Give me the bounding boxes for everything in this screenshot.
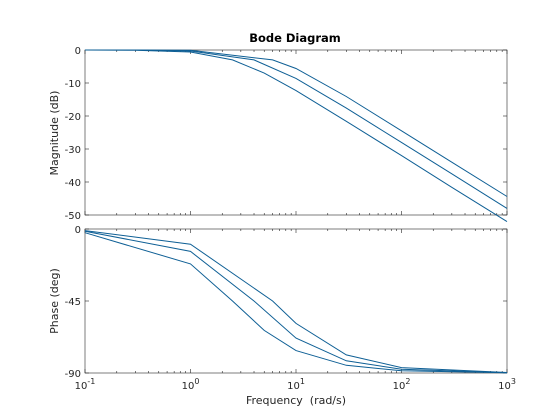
magnitude-ytick-label: -50 <box>65 211 81 222</box>
x-tick-label: 100 <box>182 377 200 392</box>
x-tick-labels: 10-1 100 101 102 103 <box>75 377 516 392</box>
magnitude-ytick-label: -40 <box>65 178 81 189</box>
phase-panel: 0 -45 -90 Phase (deg) <box>48 225 508 380</box>
x-tick-base: 10 <box>75 381 88 392</box>
x-axis-label: Frequency (rad/s) <box>246 394 346 407</box>
x-tick-label: 102 <box>393 377 411 392</box>
x-tick-label: 103 <box>498 377 516 392</box>
x-tick-base: 10 <box>182 381 195 392</box>
magnitude-ylabel: Magnitude (dB) <box>48 91 61 176</box>
magnitude-ytick-label: -30 <box>65 145 81 156</box>
phase-series-3 <box>84 230 508 373</box>
phase-axes-box <box>84 228 508 374</box>
x-tick-exponent: 0 <box>194 377 199 386</box>
magnitude-series-1 <box>84 49 508 223</box>
phase-ytick-label: 0 <box>75 225 81 236</box>
magnitude-panel: 0 -10 -20 -30 -40 -50 Magnitude (dB) <box>48 46 508 223</box>
magnitude-axes-box <box>84 49 508 216</box>
x-tick-base: 10 <box>287 381 300 392</box>
x-tick-exponent: 1 <box>300 377 305 386</box>
phase-ylabel: Phase (deg) <box>48 268 61 334</box>
phase-series-2 <box>84 230 508 374</box>
phase-curves <box>84 230 508 374</box>
x-tick-label: 10-1 <box>75 377 96 392</box>
magnitude-series-3 <box>85 49 508 197</box>
magnitude-ytick-label: -10 <box>65 79 81 90</box>
x-tick-label: 101 <box>287 377 305 392</box>
x-tick-exponent: 2 <box>405 377 410 386</box>
phase-ticks: 0 -45 -90 <box>65 225 508 380</box>
magnitude-ytick-label: 0 <box>75 46 81 57</box>
x-tick-base: 10 <box>498 381 511 392</box>
magnitude-ticks: 0 -10 -20 -30 -40 -50 <box>65 46 508 222</box>
phase-ytick-label: -90 <box>65 369 81 380</box>
x-tick-exponent: 3 <box>511 377 516 386</box>
phase-series-1 <box>84 232 508 374</box>
x-tick-exponent: -1 <box>87 377 95 386</box>
phase-ytick-label: -45 <box>65 297 81 308</box>
x-tick-base: 10 <box>393 381 406 392</box>
magnitude-curves <box>84 49 508 223</box>
chart-title: Bode Diagram <box>249 31 341 45</box>
magnitude-ytick-label: -20 <box>65 112 81 123</box>
